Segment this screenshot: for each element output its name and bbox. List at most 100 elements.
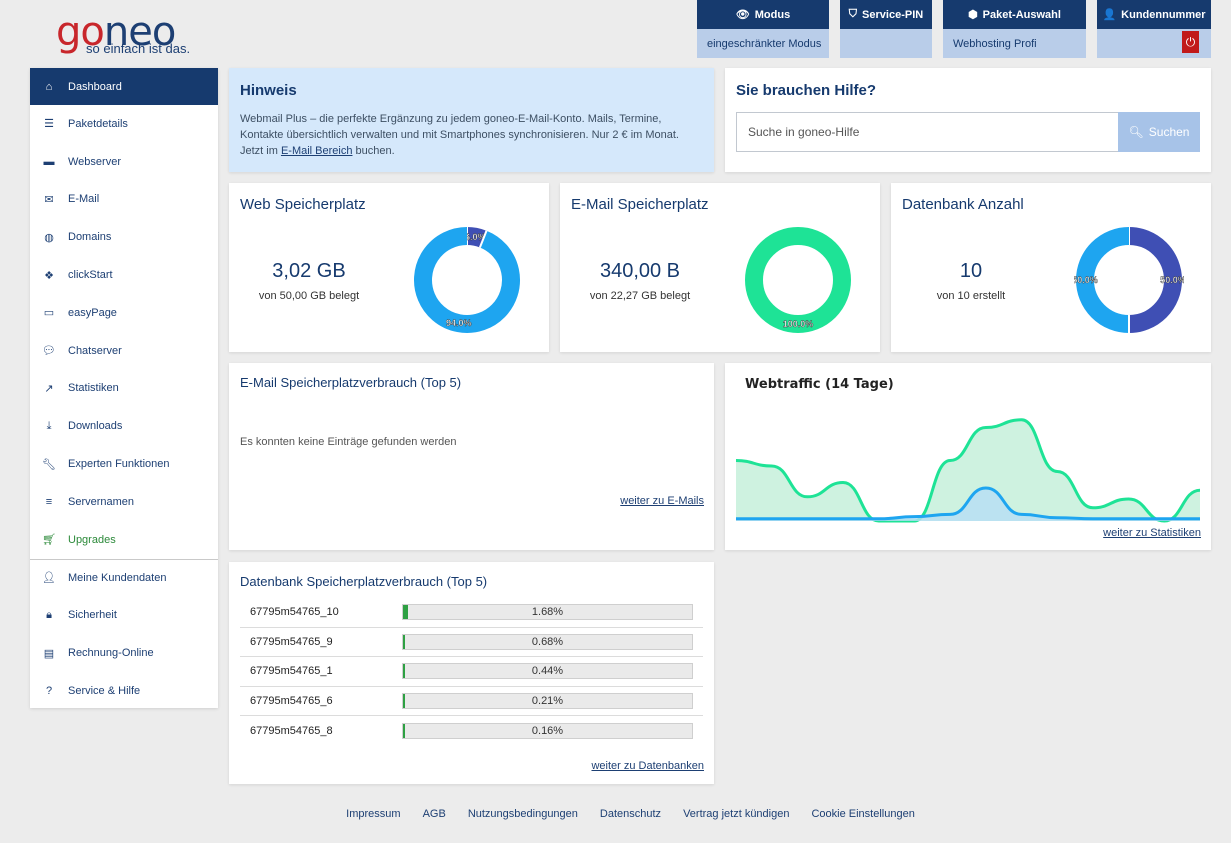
sidebar-item-label: E-Mail xyxy=(68,193,100,206)
logo-tagline: so einfach ist das. xyxy=(86,41,191,56)
db-name: 67795m54765_1 xyxy=(250,665,333,678)
paket-box[interactable]: ⬢ Paket-Auswahl Webhosting Profi xyxy=(943,0,1086,58)
sidebar-item-label: easyPage xyxy=(68,306,117,319)
cube-icon: ⬢ xyxy=(968,9,978,21)
logo-word-a: go xyxy=(56,9,105,55)
donut-label: 94.0% xyxy=(446,318,472,328)
service-pin-label: Service-PIN xyxy=(862,8,924,21)
web-storage-card: Web Speicherplatz 3,02 GB von 50,00 GB b… xyxy=(229,183,549,352)
db-usage-bar: 0.16% xyxy=(402,722,693,739)
envelope-icon: ✉ xyxy=(44,193,54,206)
db-usage-bar: 1.68% xyxy=(402,604,693,621)
db-usage-bar: 0.21% xyxy=(402,692,693,709)
footer-link[interactable]: Vertrag jetzt kündigen xyxy=(683,808,790,820)
sidebar-item-e-mail[interactable]: ✉ E-Mail xyxy=(30,181,218,219)
home-icon: ⌂ xyxy=(45,80,53,93)
sidebar-item-downloads[interactable]: ⤓ Downloads xyxy=(30,407,218,445)
db-count-sub: von 10 erstellt xyxy=(936,290,1006,302)
hinweis-title: Hinweis xyxy=(240,82,297,99)
footer-link[interactable]: Datenschutz xyxy=(599,808,662,820)
modus-box[interactable]: 👁 Modus eingeschränkter Modus xyxy=(697,0,829,58)
shield-icon: ⛉ xyxy=(848,8,858,20)
footer-link[interactable]: AGB xyxy=(422,808,446,820)
db-count-donut: 50.0% 50.0% xyxy=(1074,227,1184,333)
sidebar-item-servernamen[interactable]: ≡ Servernamen xyxy=(30,483,218,521)
sidebar-item-label: Statistiken xyxy=(68,382,119,395)
sidebar-item-label: Domains xyxy=(68,231,112,244)
sidebar-item-service-hilfe[interactable]: ? Service & Hilfe xyxy=(30,672,218,710)
sidebar-item-chatserver[interactable]: 💬︎ Chatserver xyxy=(30,332,218,370)
search-button[interactable]: 🔍︎ Suchen xyxy=(1118,112,1200,152)
modus-value: eingeschränkter Modus xyxy=(707,37,822,50)
wrench-icon: 🔧︎ xyxy=(42,458,56,471)
download-icon: ⤓ xyxy=(46,419,52,432)
db-usage-bar: 0.68% xyxy=(402,633,693,650)
user-icon: 👤︎ xyxy=(42,572,56,585)
chat-icon: 💬︎ xyxy=(42,345,56,358)
power-icon[interactable]: ⏻ xyxy=(1182,31,1199,53)
goneo-logo[interactable]: goneo so einfach ist das. xyxy=(56,12,196,58)
db-name: 67795m54765_10 xyxy=(250,606,339,619)
help-search-input[interactable] xyxy=(736,112,1118,152)
kundennummer-label: Kundennummer xyxy=(1121,8,1206,21)
sidebar-item-sicherheit[interactable]: 🔒︎ Sicherheit xyxy=(30,596,218,634)
modus-label: Modus xyxy=(754,8,791,21)
lock-icon: 🔒︎ xyxy=(46,608,52,621)
datenbanken-link[interactable]: weiter zu Datenbanken xyxy=(591,760,704,772)
sidebar-item-domains[interactable]: ◍ Domains xyxy=(30,218,218,256)
sidebar-item-label: Service & Hilfe xyxy=(68,684,141,697)
db-usage-fill xyxy=(403,605,408,620)
sidebar-item-meine-kundendaten[interactable]: 👤︎ Meine Kundendaten xyxy=(30,558,218,597)
db-usage-pct: 0.21% xyxy=(531,694,564,707)
db-count-card: Datenbank Anzahl 10 von 10 erstellt 50.0… xyxy=(891,183,1211,352)
emails-link[interactable]: weiter zu E-Mails xyxy=(620,495,704,507)
eye-icon: 👁 xyxy=(735,9,750,21)
sidebar-item-experten-funktionen[interactable]: 🔧︎ Experten Funktionen xyxy=(30,445,218,483)
db-top5-list: 67795m54765_10 1.68% 67795m54765_9 0.68% 677… xyxy=(240,598,703,746)
sidebar-item-easypage[interactable]: ▭ easyPage xyxy=(30,294,218,332)
sidebar-item-upgrades[interactable]: 🛒︎ Upgrades xyxy=(30,521,218,559)
donut-slice xyxy=(1128,227,1182,333)
list-icon: ☰ xyxy=(44,118,54,131)
sidebar-item-paketdetails[interactable]: ☰ Paketdetails xyxy=(30,105,218,143)
footer-link[interactable]: Cookie Einstellungen xyxy=(811,808,915,820)
sidebar-item-label: Sicherheit xyxy=(68,609,117,622)
service-pin-value xyxy=(840,29,932,58)
hilfe-title: Sie brauchen Hilfe? xyxy=(736,82,877,99)
db-usage-pct: 0.16% xyxy=(531,724,564,737)
email-bereich-link[interactable]: E-Mail Bereich xyxy=(280,145,353,157)
sidebar-item-dashboard[interactable]: ⌂ Dashboard xyxy=(30,68,218,105)
email-storage-title: E-Mail Speicherplatz xyxy=(571,196,709,213)
sidebar-item-rechnung-online[interactable]: ▤ Rechnung-Online xyxy=(30,634,218,672)
sidebar-item-label: Chatserver xyxy=(68,344,122,357)
traffic-area-1 xyxy=(736,488,1200,521)
statistiken-link[interactable]: weiter zu Statistiken xyxy=(1103,527,1201,539)
db-row: 67795m54765_8 0.16% xyxy=(240,716,703,746)
email-top5-card: E-Mail Speicherplatzverbrauch (Top 5) Es… xyxy=(229,363,714,550)
db-name: 67795m54765_9 xyxy=(250,635,333,648)
db-usage-pct: 0.68% xyxy=(531,635,564,648)
footer-link[interactable]: Impressum xyxy=(346,808,401,820)
footer-link[interactable]: Nutzungsbedingungen xyxy=(467,808,578,820)
kundennummer-box[interactable]: 👤 Kundennummer ⏻ xyxy=(1097,0,1211,58)
footer: Impressum AGB Nutzungsbedingungen Datenschu… xyxy=(0,808,1231,820)
sidebar-item-label: Meine Kundendaten xyxy=(68,571,167,584)
sidebar-item-label: clickStart xyxy=(68,269,113,282)
sidebar-item-label: Upgrades xyxy=(68,533,116,546)
web-storage-donut: 6.0% 94.0% xyxy=(414,227,520,333)
db-row: 67795m54765_9 0.68% xyxy=(240,628,703,657)
line-chart-icon: ↗ xyxy=(44,382,54,395)
db-name: 67795m54765_6 xyxy=(250,694,333,707)
donut-slice xyxy=(1076,227,1130,333)
webtraffic-chart xyxy=(736,418,1200,523)
service-pin-box[interactable]: ⛉ Service-PIN xyxy=(840,0,932,58)
webtraffic-card: Webtraffic (14 Tage) weiter zu Statistik… xyxy=(725,363,1211,550)
db-top5-title: Datenbank Speicherplatzverbrauch (Top 5) xyxy=(240,574,488,589)
sidebar-item-statistiken[interactable]: ↗ Statistiken xyxy=(30,370,218,408)
sidebar-item-webserver[interactable]: ▬ Webserver xyxy=(30,143,218,181)
web-storage-title: Web Speicherplatz xyxy=(240,196,366,213)
db-usage-fill xyxy=(403,634,405,649)
db-row: 67795m54765_6 0.21% xyxy=(240,687,703,716)
sidebar-item-clickstart[interactable]: ❖ clickStart xyxy=(30,256,218,294)
db-count-title: Datenbank Anzahl xyxy=(902,196,1024,213)
